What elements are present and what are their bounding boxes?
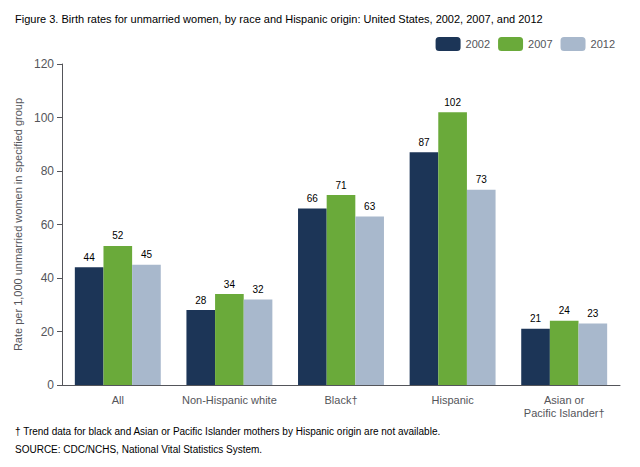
svg-text:SOURCE: CDC/NCHS, National Vit: SOURCE: CDC/NCHS, National Vital Statist… bbox=[15, 444, 262, 455]
svg-text:32: 32 bbox=[252, 284, 264, 295]
svg-text:Non-Hispanic white: Non-Hispanic white bbox=[182, 394, 277, 406]
svg-text:2012: 2012 bbox=[591, 38, 615, 50]
svg-text:52: 52 bbox=[112, 230, 124, 241]
svg-text:120: 120 bbox=[34, 57, 54, 71]
svg-text:Rate per 1,000 unmarried women: Rate per 1,000 unmarried women in specif… bbox=[12, 98, 24, 351]
svg-text:All: All bbox=[112, 394, 124, 406]
svg-text:† Trend data for black and Asi: † Trend data for black and Asian or Paci… bbox=[15, 426, 440, 437]
svg-text:34: 34 bbox=[224, 279, 236, 290]
svg-text:Figure 3. Birth rates for unma: Figure 3. Birth rates for unmarried wome… bbox=[15, 13, 543, 25]
svg-text:Pacific Islander†: Pacific Islander† bbox=[524, 407, 605, 419]
svg-text:0: 0 bbox=[47, 378, 54, 392]
svg-text:20: 20 bbox=[41, 325, 55, 339]
svg-text:21: 21 bbox=[530, 313, 542, 324]
svg-text:24: 24 bbox=[559, 305, 571, 316]
svg-text:44: 44 bbox=[84, 252, 96, 263]
svg-text:73: 73 bbox=[476, 174, 488, 185]
svg-text:100: 100 bbox=[34, 111, 54, 125]
svg-text:45: 45 bbox=[141, 249, 153, 260]
svg-text:23: 23 bbox=[587, 308, 599, 319]
svg-text:80: 80 bbox=[41, 164, 55, 178]
svg-text:Black†: Black† bbox=[324, 394, 357, 406]
svg-text:40: 40 bbox=[41, 271, 55, 285]
svg-text:Hispanic: Hispanic bbox=[432, 394, 475, 406]
svg-text:102: 102 bbox=[444, 97, 461, 108]
svg-text:60: 60 bbox=[41, 218, 55, 232]
svg-text:63: 63 bbox=[364, 201, 376, 212]
svg-text:87: 87 bbox=[418, 137, 430, 148]
svg-text:Asian or: Asian or bbox=[544, 394, 585, 406]
svg-text:2007: 2007 bbox=[528, 38, 552, 50]
svg-text:28: 28 bbox=[195, 295, 207, 306]
svg-text:71: 71 bbox=[335, 180, 347, 191]
svg-text:2002: 2002 bbox=[466, 38, 490, 50]
svg-text:66: 66 bbox=[307, 193, 319, 204]
